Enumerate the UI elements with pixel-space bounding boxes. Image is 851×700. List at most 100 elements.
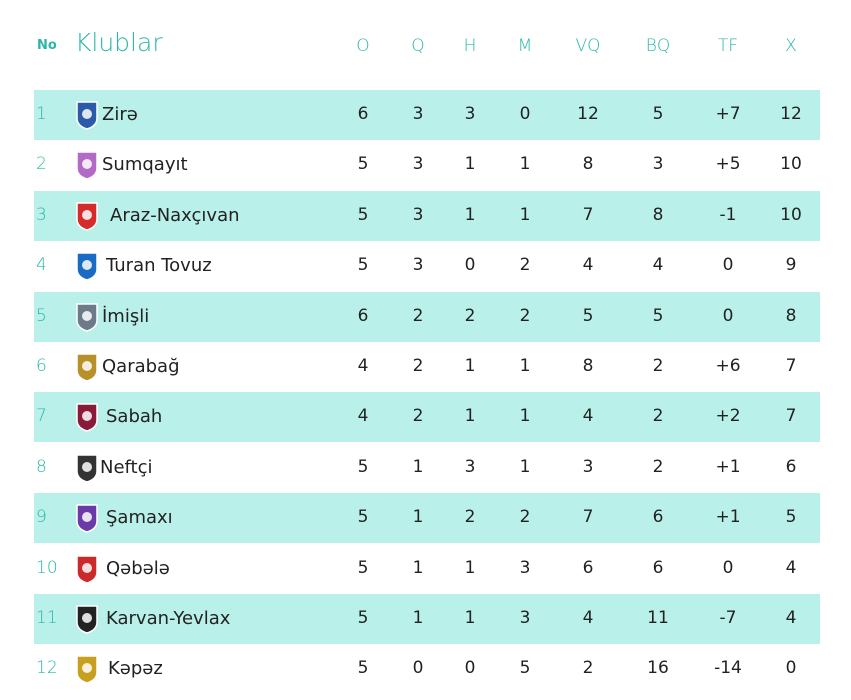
turan-tovuz-logo-icon — [74, 251, 100, 281]
cell-tf: 0 — [722, 255, 734, 276]
cell-x: 7 — [785, 355, 797, 376]
cell-tf: +2 — [715, 406, 741, 427]
cell-bq: 6 — [652, 507, 664, 528]
column-header-tf: TF — [717, 36, 739, 56]
cell-h: 0 — [464, 658, 476, 679]
cell-h: 1 — [464, 204, 476, 225]
rank-cell: 1 — [36, 104, 47, 124]
club-name[interactable]: Sabah — [106, 406, 163, 428]
table-row[interactable]: 11 Karvan-Yevlax 5 1 1 3 4 11 -7 4 — [34, 593, 820, 644]
club-name[interactable]: Karvan-Yevlax — [106, 607, 231, 629]
rank-cell: 9 — [36, 507, 47, 528]
cell-bq: 11 — [647, 607, 669, 628]
rank-cell: 8 — [36, 456, 47, 477]
cell-m: 2 — [519, 507, 531, 528]
cell-m: 3 — [519, 607, 531, 628]
cell-x: 8 — [785, 305, 797, 326]
cell-o: 5 — [357, 557, 369, 578]
qabala-logo-icon — [74, 554, 100, 584]
cell-vq: 3 — [582, 456, 594, 477]
cell-q: 2 — [412, 305, 424, 326]
cell-o: 4 — [357, 355, 369, 376]
club-name[interactable]: Sumqayıt — [102, 154, 188, 176]
club-name[interactable]: Kəpəz — [108, 658, 163, 680]
cell-o: 5 — [357, 658, 369, 679]
table-row[interactable]: 10 Qəbələ 5 1 1 3 6 6 0 4 — [34, 544, 820, 594]
neftci-logo-icon — [74, 453, 100, 483]
cell-q: 3 — [412, 104, 424, 124]
table-row[interactable]: 7 Sabah 4 2 1 1 4 2 +2 7 — [34, 392, 820, 443]
cell-vq: 12 — [577, 104, 599, 124]
column-header-vq: VQ — [575, 36, 601, 56]
cell-h: 3 — [464, 104, 476, 124]
cell-x: 4 — [785, 607, 797, 628]
column-header-q: Q — [411, 36, 425, 56]
cell-vq: 4 — [582, 255, 594, 276]
table-row[interactable]: 5 İmişli 6 2 2 2 5 5 0 8 — [34, 291, 820, 342]
cell-o: 6 — [357, 305, 369, 326]
column-header-m: M — [517, 36, 533, 56]
imishli-logo-icon — [74, 302, 100, 332]
club-name[interactable]: Qəbələ — [106, 557, 170, 579]
cell-vq: 7 — [582, 507, 594, 528]
column-header-bq: BQ — [645, 36, 671, 56]
cell-x: 4 — [785, 557, 797, 578]
table-row[interactable]: 12 Kəpəz 5 0 0 5 2 16 -14 0 — [34, 644, 820, 694]
club-name[interactable]: Neftçi — [100, 456, 153, 478]
cell-x: 10 — [780, 204, 802, 225]
cell-tf: 0 — [722, 557, 734, 578]
cell-m: 1 — [519, 355, 531, 376]
cell-vq: 8 — [582, 355, 594, 376]
rank-cell: 10 — [36, 557, 58, 578]
cell-bq: 2 — [652, 406, 664, 427]
cell-o: 5 — [357, 607, 369, 628]
araz-naxcivan-logo-icon — [74, 201, 100, 231]
club-name[interactable]: İmişli — [102, 305, 150, 327]
cell-bq: 4 — [652, 255, 664, 276]
cell-q: 3 — [412, 255, 424, 276]
cell-x: 6 — [785, 456, 797, 477]
table-row[interactable]: 4 Turan Tovuz 5 3 0 2 4 4 0 9 — [34, 241, 820, 291]
cell-tf: -7 — [719, 607, 737, 628]
cell-tf: -1 — [719, 204, 737, 225]
cell-q: 2 — [412, 355, 424, 376]
cell-o: 5 — [357, 255, 369, 276]
club-name[interactable]: Zirə — [102, 104, 138, 125]
cell-o: 5 — [357, 204, 369, 225]
rank-cell: 2 — [36, 154, 47, 175]
kapaz-logo-icon — [74, 654, 100, 685]
cell-bq: 5 — [652, 305, 664, 326]
cell-o: 4 — [357, 406, 369, 427]
shamaxi-logo-icon — [74, 503, 100, 533]
table-row[interactable]: 1 Zirə 6 3 3 0 12 5 +7 12 — [34, 90, 820, 140]
cell-tf: +7 — [715, 104, 741, 124]
column-header-x: X — [785, 36, 797, 56]
cell-tf: +5 — [715, 154, 741, 175]
cell-h: 1 — [464, 154, 476, 175]
cell-bq: 5 — [652, 104, 664, 124]
rank-cell: 11 — [36, 607, 58, 628]
cell-h: 1 — [464, 607, 476, 628]
table-row[interactable]: 6 Qarabağ 4 2 1 1 8 2 +6 7 — [34, 342, 820, 392]
club-name[interactable]: Qarabağ — [102, 355, 180, 377]
cell-bq: 2 — [652, 456, 664, 477]
rank-cell: 5 — [36, 305, 47, 326]
club-name[interactable]: Şamaxı — [106, 507, 173, 529]
cell-x: 9 — [785, 255, 797, 276]
cell-o: 5 — [357, 456, 369, 477]
table-row[interactable]: 9 Şamaxı 5 1 2 2 7 6 +1 5 — [34, 493, 820, 544]
cell-bq: 2 — [652, 355, 664, 376]
column-header-h: H — [463, 36, 477, 56]
table-row[interactable]: 8 Neftçi 5 1 3 1 3 2 +1 6 — [34, 443, 820, 493]
club-name[interactable]: Araz-Naxçıvan — [110, 204, 240, 226]
table-row[interactable]: 2 Sumqayıt 5 3 1 1 8 3 +5 10 — [34, 140, 820, 190]
table-row[interactable]: 3 Araz-Naxçıvan 5 3 1 1 7 8 -1 10 — [34, 190, 820, 241]
club-name[interactable]: Turan Tovuz — [106, 255, 212, 277]
qarabag-logo-icon — [74, 352, 100, 382]
cell-vq: 6 — [582, 557, 594, 578]
cell-o: 6 — [357, 104, 369, 124]
cell-tf: +6 — [715, 355, 741, 376]
cell-m: 1 — [519, 456, 531, 477]
cell-vq: 4 — [582, 607, 594, 628]
table-header: No Klublar O Q H M VQ BQ TF X — [0, 28, 851, 64]
